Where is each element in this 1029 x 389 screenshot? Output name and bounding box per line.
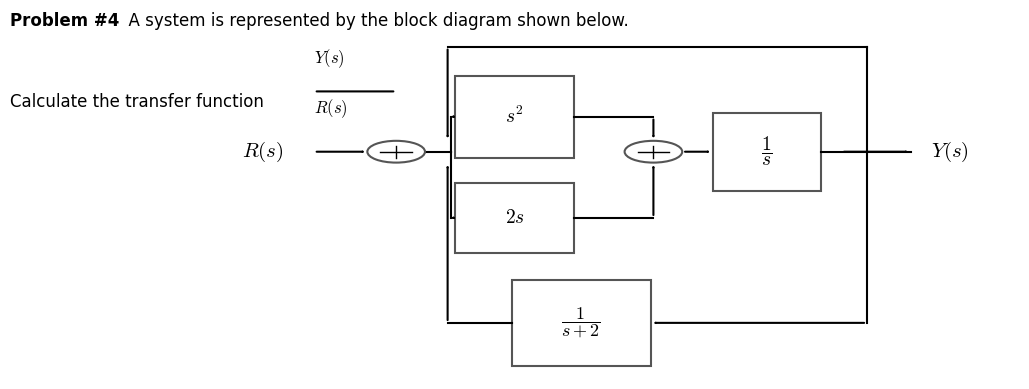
Circle shape [367,141,425,163]
FancyBboxPatch shape [712,113,820,191]
Text: A system is represented by the block diagram shown below.: A system is represented by the block dia… [118,12,629,30]
Text: $R(s)$: $R(s)$ [314,97,348,120]
Text: $Y(s)$: $Y(s)$ [931,140,969,164]
Text: $s^2$: $s^2$ [505,106,524,127]
FancyBboxPatch shape [455,183,574,253]
Text: $2s$: $2s$ [504,209,525,227]
Circle shape [625,141,682,163]
Text: $Y(s)$: $Y(s)$ [314,47,345,70]
Text: Calculate the transfer function: Calculate the transfer function [10,93,264,111]
Text: $\dfrac{1}{s}$: $\dfrac{1}{s}$ [760,135,773,168]
FancyBboxPatch shape [511,280,650,366]
Text: $\dfrac{1}{s+2}$: $\dfrac{1}{s+2}$ [562,306,601,340]
Text: $R(s)$: $R(s)$ [242,140,283,164]
Text: Problem #4: Problem #4 [10,12,119,30]
FancyBboxPatch shape [455,76,574,158]
